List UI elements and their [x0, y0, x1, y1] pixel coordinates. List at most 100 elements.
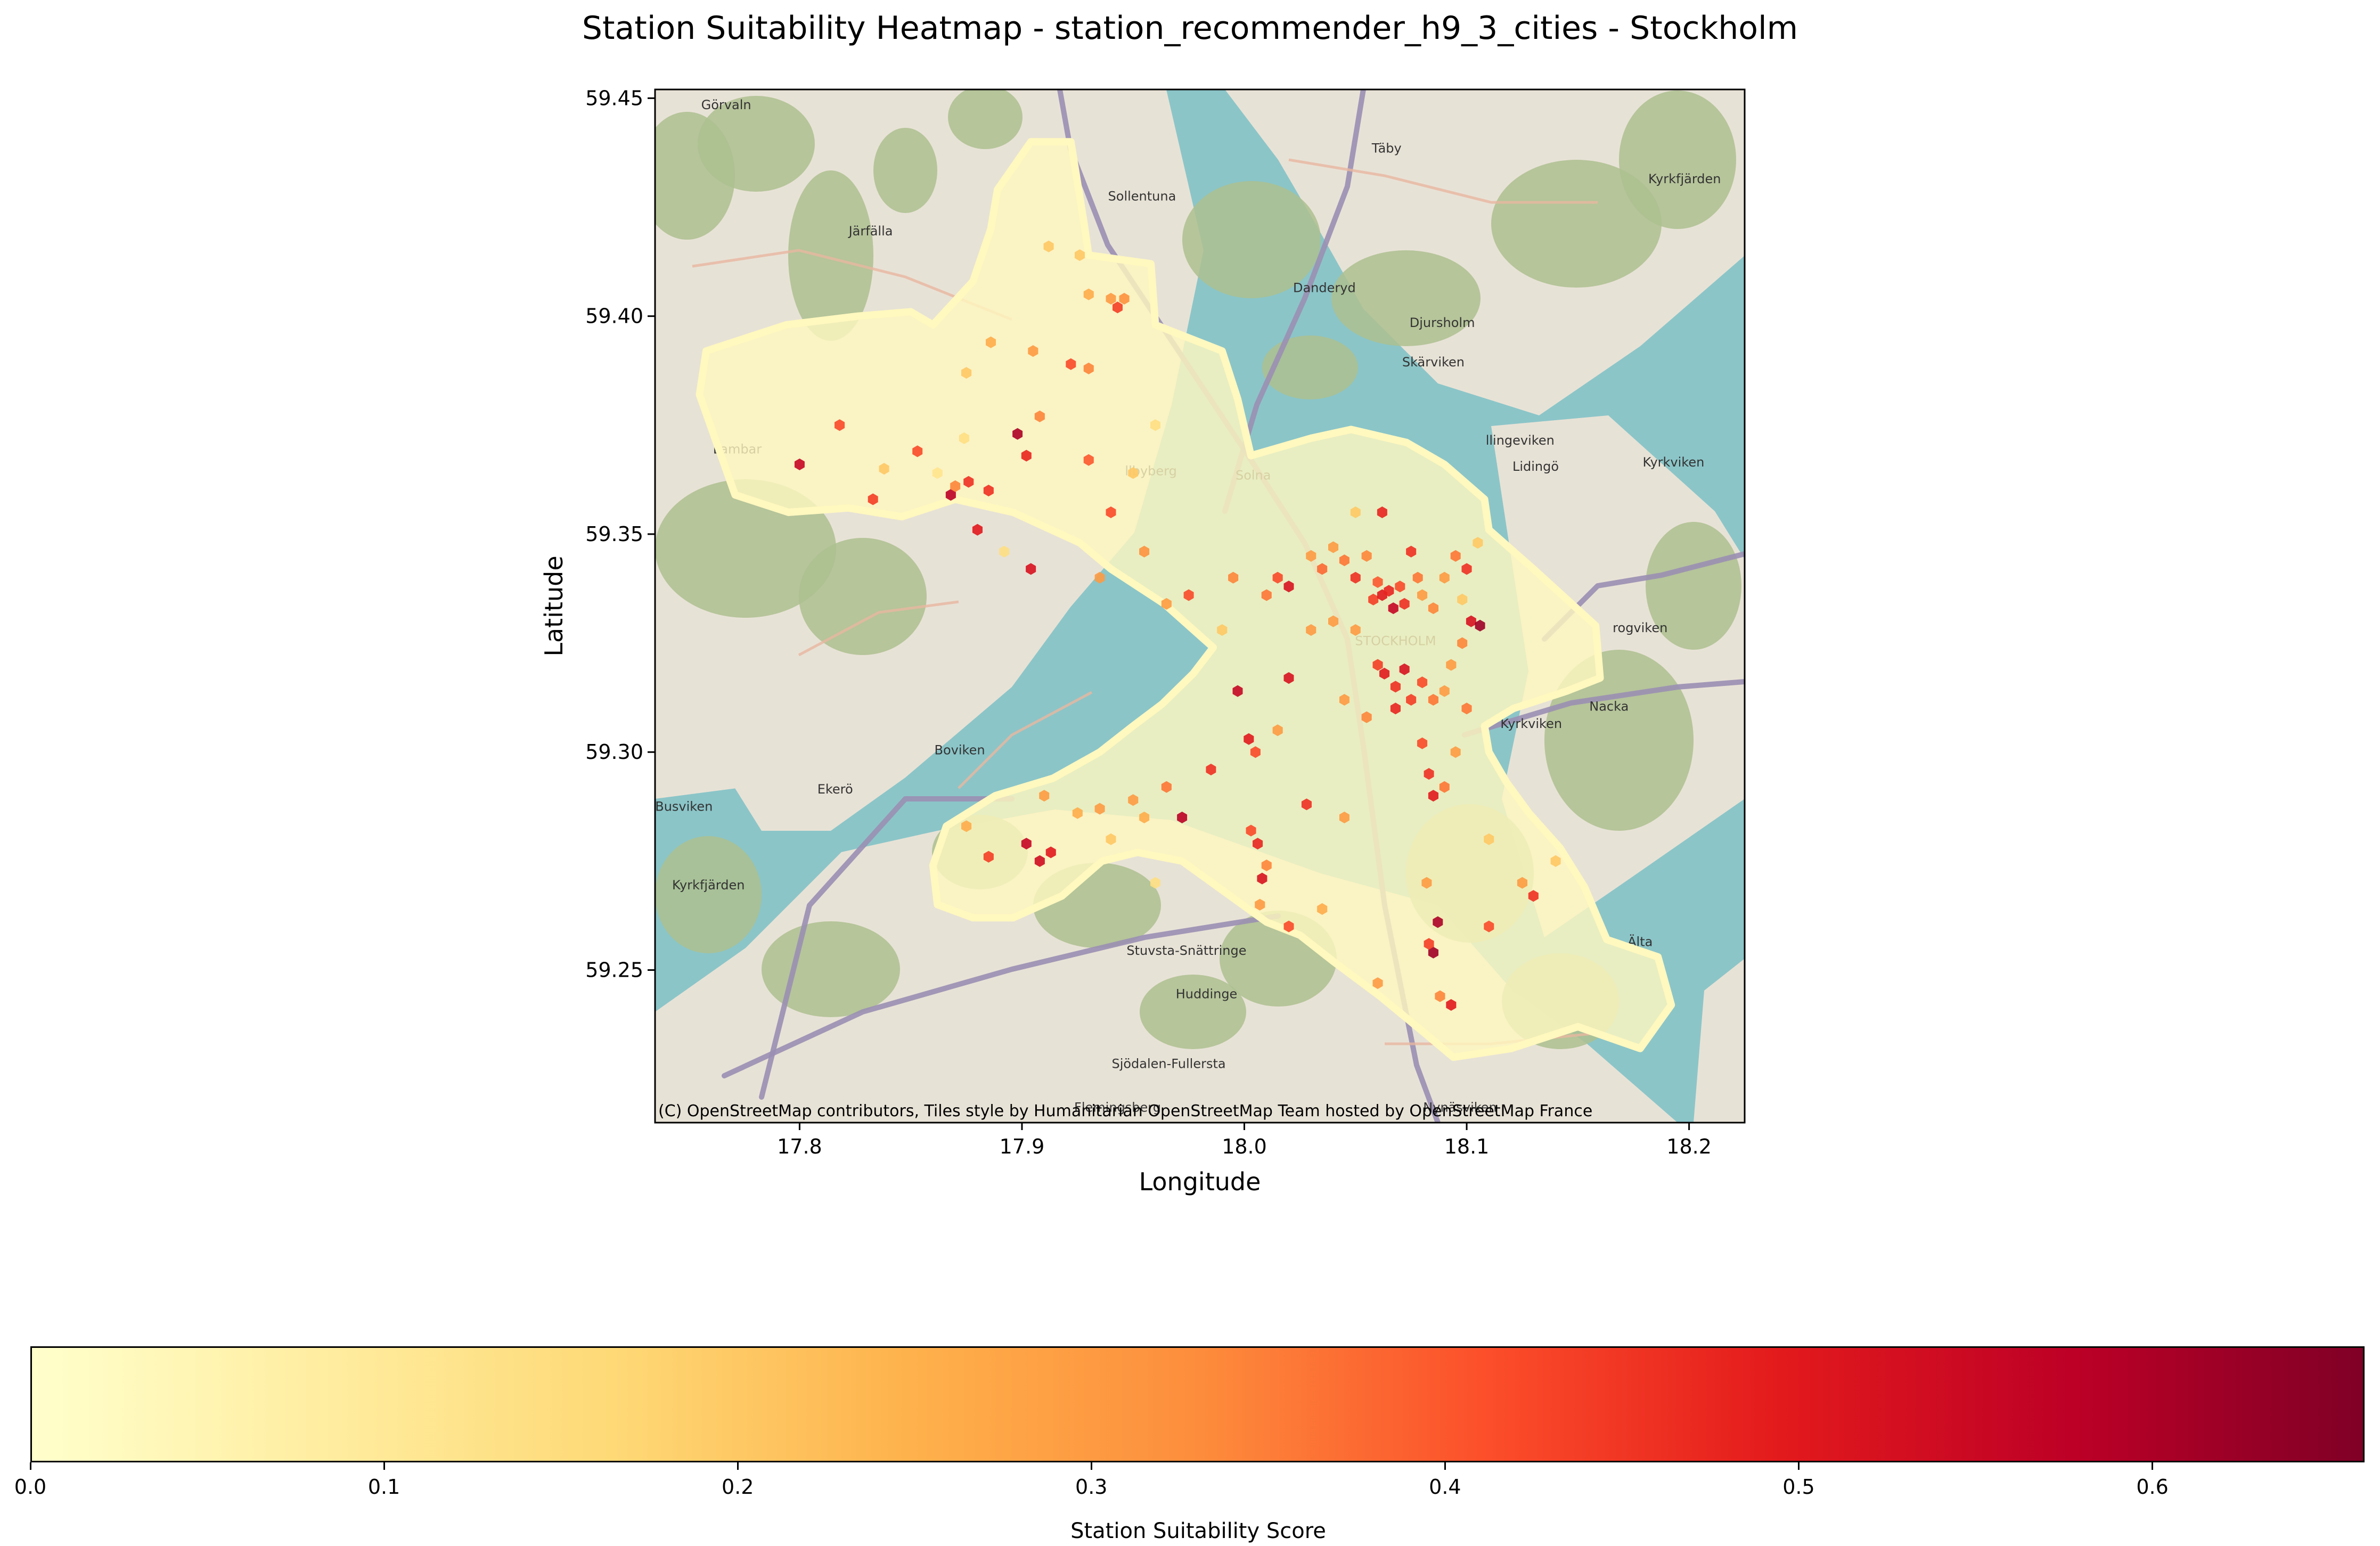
- place-label: Görvaln: [701, 97, 751, 112]
- station-hex: [1021, 838, 1032, 850]
- colorbar-tick-mark: [2152, 1462, 2154, 1470]
- station-hex: [1161, 598, 1172, 610]
- place-label: Nacka: [1589, 699, 1629, 714]
- station-hex: [1395, 580, 1405, 593]
- place-label: Lidingö: [1512, 459, 1559, 474]
- station-hex: [1466, 615, 1476, 627]
- station-hex: [1250, 746, 1261, 758]
- station-hex: [1433, 916, 1443, 928]
- forest-patch: [1491, 160, 1662, 288]
- colorbar-tick-mark: [1444, 1462, 1446, 1470]
- station-hex: [1301, 798, 1312, 811]
- station-hex: [1517, 877, 1527, 889]
- station-hex: [1072, 807, 1083, 819]
- y-tick-label: 59.35: [585, 522, 643, 546]
- station-hex: [1328, 615, 1339, 627]
- station-hex: [1034, 855, 1045, 867]
- forest-patch: [788, 170, 873, 341]
- station-hex: [1217, 624, 1228, 636]
- station-hex: [1412, 571, 1423, 584]
- station-hex: [1484, 920, 1494, 932]
- station-hex: [1083, 362, 1094, 374]
- station-hex: [950, 480, 961, 492]
- station-hex: [1306, 550, 1316, 562]
- forest-patch: [948, 89, 1023, 149]
- place-label: Busviken: [655, 799, 713, 814]
- y-tick-label: 59.45: [585, 86, 643, 110]
- station-hex: [1113, 301, 1123, 314]
- station-hex: [1106, 292, 1116, 305]
- station-hex: [1283, 580, 1294, 593]
- station-hex: [794, 459, 805, 470]
- station-hex: [1428, 694, 1438, 706]
- station-hex: [1119, 292, 1130, 305]
- station-hex: [1446, 659, 1457, 671]
- station-hex: [1257, 872, 1267, 885]
- y-axis-label: Latitude: [539, 555, 568, 656]
- station-hexes: [794, 240, 1561, 1011]
- station-hex: [1450, 550, 1461, 562]
- place-label: Nynäsviken: [1423, 1100, 1496, 1115]
- place-label: Kyrkfjärden: [1648, 171, 1721, 186]
- station-hex: [1317, 903, 1328, 915]
- station-hex: [1339, 812, 1350, 823]
- station-hex: [1390, 681, 1401, 693]
- colorbar-tick-mark: [1797, 1462, 1800, 1470]
- map-attribution: (C) OpenStreetMap contributors, Tiles st…: [658, 1102, 1592, 1120]
- station-hex: [1246, 824, 1256, 837]
- station-hex: [1428, 946, 1438, 959]
- major-road: [722, 913, 1281, 1078]
- colorbar-tick-mark: [29, 1462, 31, 1470]
- station-hex: [1034, 410, 1045, 422]
- station-hex: [1066, 358, 1076, 370]
- station-hex: [1232, 685, 1243, 697]
- station-hex: [959, 432, 969, 444]
- forest-patch: [1646, 522, 1741, 650]
- station-hex: [1461, 563, 1472, 575]
- station-hex: [1139, 545, 1150, 558]
- station-hex: [1150, 419, 1160, 431]
- colorbar-tick-label: 0.4: [1429, 1475, 1461, 1499]
- forest-patch: [1182, 181, 1321, 298]
- station-hex: [1339, 554, 1350, 567]
- station-hex: [1399, 663, 1410, 675]
- y-tick-label: 59.25: [585, 959, 643, 982]
- station-hex: [1283, 672, 1294, 684]
- forest-patch: [698, 96, 815, 192]
- place-label: Järfälla: [848, 224, 893, 239]
- station-hex: [1206, 764, 1216, 775]
- forest-patch: [1140, 975, 1246, 1049]
- station-hex: [932, 467, 943, 479]
- station-hex: [1446, 999, 1457, 1011]
- place-label: Ekerö: [817, 782, 853, 797]
- colorbar: [30, 1346, 2365, 1462]
- station-hex: [1083, 454, 1094, 466]
- place-label: Flemingsberg: [1074, 1100, 1161, 1115]
- station-hex: [1550, 855, 1561, 867]
- minor-road: [1288, 158, 1598, 204]
- station-hex: [1450, 746, 1461, 758]
- x-tick-label: 18.1: [1444, 1135, 1490, 1158]
- x-tick-label: 17.9: [1000, 1135, 1045, 1158]
- station-hex: [1253, 838, 1263, 850]
- place-label: Kyrkfjärden: [672, 878, 745, 893]
- station-hex: [1439, 781, 1450, 793]
- station-hex: [999, 545, 1010, 558]
- station-hex: [1283, 920, 1294, 932]
- station-hex: [1083, 288, 1094, 300]
- station-hex: [1094, 803, 1105, 815]
- station-hex: [1045, 846, 1056, 858]
- forest-patch: [762, 921, 900, 1017]
- y-tick-label: 59.40: [585, 305, 643, 328]
- station-hex: [1457, 637, 1468, 649]
- forest-patch: [873, 128, 937, 213]
- station-hex: [1028, 345, 1038, 357]
- place-label: Kyrkviken: [1642, 455, 1704, 470]
- colorbar-tick-mark: [1090, 1462, 1092, 1470]
- station-hex: [1377, 506, 1387, 518]
- station-hex: [1043, 240, 1054, 252]
- station-hex: [1379, 667, 1390, 680]
- major-road: [759, 796, 1015, 1100]
- figure-title: Station Suitability Heatmap - station_re…: [582, 10, 1798, 47]
- station-hex: [1424, 768, 1434, 780]
